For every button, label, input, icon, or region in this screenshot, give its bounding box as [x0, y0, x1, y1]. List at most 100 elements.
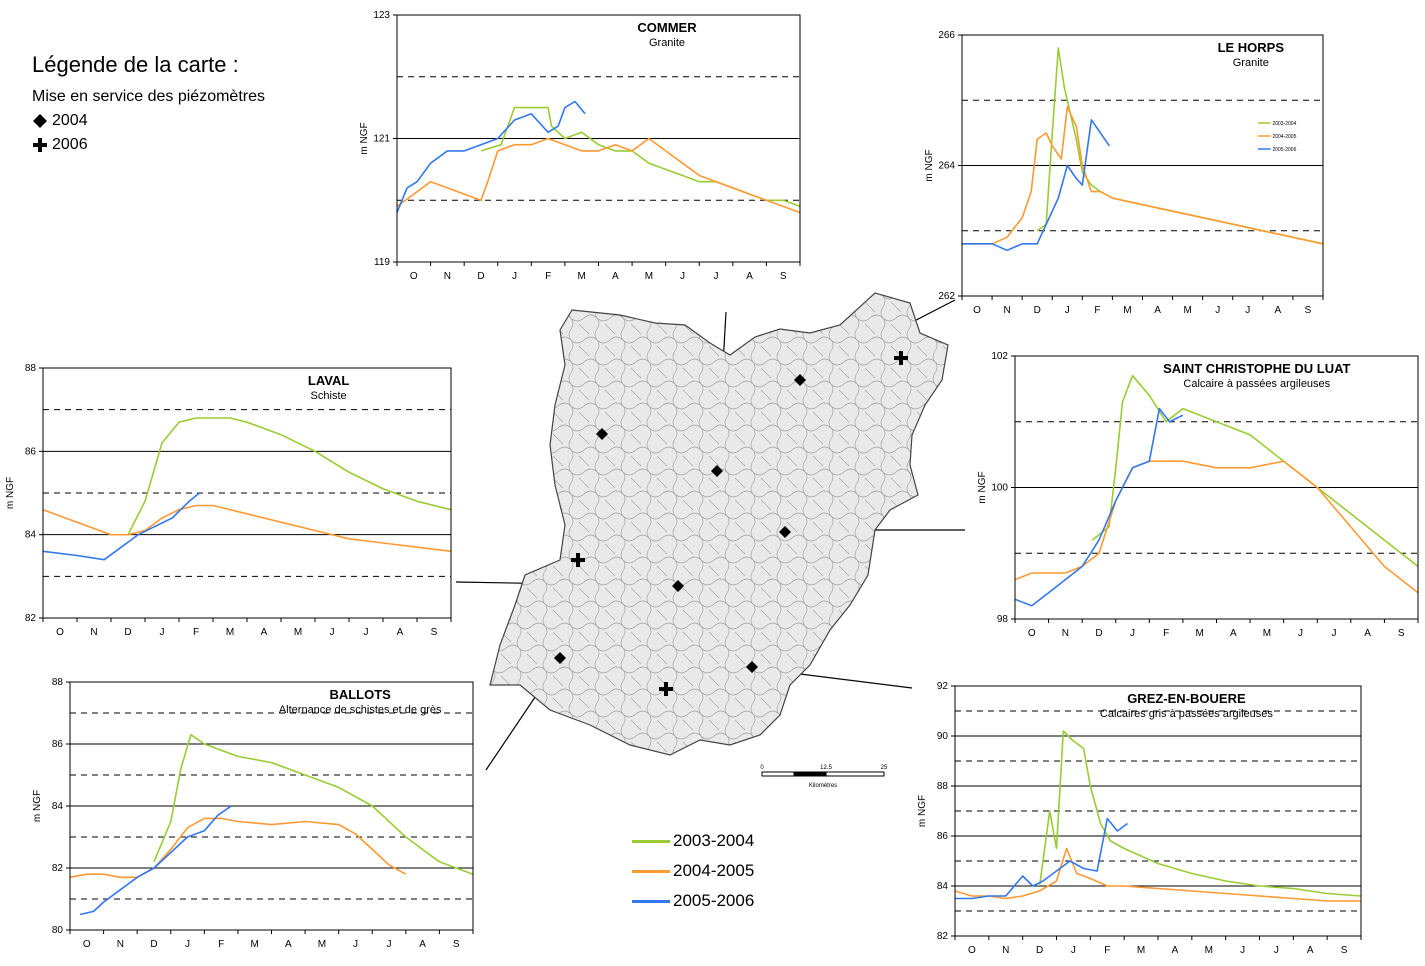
scale-tick-label: 0: [760, 765, 764, 771]
plus-icon: [33, 138, 47, 152]
map-shape: [489, 292, 949, 756]
chart-title: SAINT CHRISTOPHE DU LUAT: [1163, 361, 1350, 376]
legend-item-label: 2004: [52, 112, 88, 129]
x-tick-label: J: [1071, 945, 1076, 956]
x-tick-label: O: [410, 271, 418, 282]
piezometer-markers: [554, 351, 908, 696]
series-swatch: [632, 869, 670, 873]
series-line-0: [1038, 730, 1362, 897]
chart-subtitle: Granite: [1233, 57, 1269, 69]
x-tick-label: A: [1230, 628, 1237, 639]
piezometer-2004-marker: [794, 374, 806, 386]
piezometer-2004-marker: [711, 465, 723, 477]
map: [480, 285, 960, 770]
series-line-2: [1014, 407, 1184, 607]
x-tick-label: J: [1215, 305, 1220, 316]
x-tick-label: M: [1263, 628, 1271, 639]
x-tick-label: J: [1065, 305, 1070, 316]
series-legend-label: 2003-2004: [673, 831, 755, 850]
x-tick-label: A: [419, 939, 426, 950]
x-tick-label: M: [251, 939, 259, 950]
y-tick-label: 82: [25, 613, 37, 624]
diamond-icon: [33, 114, 47, 128]
x-tick-label: S: [1341, 945, 1348, 956]
series-line-2: [42, 492, 200, 561]
y-axis-label: m NGF: [977, 471, 988, 503]
piezometer-2004-marker: [596, 428, 608, 440]
x-tick-label: N: [444, 271, 451, 282]
x-tick-label: A: [1275, 305, 1282, 316]
y-tick-label: 86: [25, 446, 37, 457]
scale-bar: 0 12.5 25 Kilomètres: [758, 760, 888, 799]
x-tick-label: S: [453, 939, 460, 950]
x-tick-label: F: [218, 939, 224, 950]
x-tick-label: S: [780, 271, 787, 282]
x-tick-label: M: [645, 271, 653, 282]
x-tick-label: S: [431, 627, 438, 638]
x-tick-label: A: [612, 271, 619, 282]
y-tick-label: 82: [52, 863, 64, 874]
chart-svg: 98 100 102 O N D J F M A M J J A Sm NGF SAINT CHRISTOPH…: [977, 351, 1419, 639]
x-tick-label: J: [1130, 628, 1135, 639]
series-legend-item: 2005-2006: [632, 886, 754, 916]
x-tick-label: J: [1245, 305, 1250, 316]
x-tick-label: F: [1104, 945, 1110, 956]
piezometer-2004-marker: [746, 661, 758, 673]
chart-subtitle: Schiste: [311, 390, 347, 402]
x-tick-label: A: [746, 271, 753, 282]
x-tick-label: O: [83, 939, 91, 950]
x-tick-label: M: [226, 627, 234, 638]
chart-subtitle: Alternance de schistes et de grès: [279, 704, 442, 716]
y-tick-label: 88: [52, 677, 64, 688]
x-tick-label: M: [294, 627, 302, 638]
legend-item-label: 2006: [52, 136, 88, 153]
x-tick-label: M: [1205, 945, 1213, 956]
piezometer-2006-marker: [894, 351, 908, 365]
y-tick-label: 266: [938, 30, 955, 41]
series-line-1: [1014, 460, 1419, 594]
x-tick-label: J: [714, 271, 719, 282]
legend-item-2004: 2004: [32, 112, 265, 130]
map-legend-title: Légende de la carte :: [32, 52, 239, 77]
series-line-2: [955, 817, 1128, 900]
y-tick-label: 102: [991, 351, 1008, 362]
series-legend-item: 2004-2005: [632, 856, 754, 886]
x-tick-label: F: [1163, 628, 1169, 639]
y-tick-label: 98: [997, 614, 1009, 625]
piezometer-2006-marker: [659, 682, 673, 696]
y-tick-label: 100: [991, 483, 1008, 494]
x-tick-label: J: [364, 627, 369, 638]
y-tick-label: 84: [52, 801, 64, 812]
scale-bar-graphic: 0 12.5 25 Kilomètres: [760, 765, 888, 789]
chart-subtitle: Granite: [649, 37, 685, 49]
y-tick-label: 92: [937, 681, 949, 692]
x-tick-label: D: [477, 271, 484, 282]
x-tick-label: J: [512, 271, 517, 282]
y-tick-label: 86: [52, 739, 64, 750]
chart-subtitle: Calcaire à passées argileuses: [1183, 378, 1330, 390]
x-tick-label: N: [1004, 305, 1011, 316]
y-tick-label: 264: [938, 161, 955, 172]
series-swatch: [632, 899, 670, 903]
series-line-2: [962, 119, 1111, 252]
map-legend: Légende de la carte : Mise en service de…: [32, 52, 265, 160]
series-swatch: [632, 839, 670, 843]
series-line-1: [42, 504, 452, 553]
x-tick-label: A: [397, 627, 404, 638]
chart-title: LE HORPS: [1218, 40, 1285, 55]
chart-subtitle: Calcaires gris à passées argileuses: [1100, 708, 1274, 720]
series-line-0: [480, 106, 801, 208]
chart-title: GREZ-EN-BOUERE: [1127, 691, 1246, 706]
scale-tick-label: 25: [881, 765, 888, 771]
x-tick-label: A: [1364, 628, 1371, 639]
piezometer-2004-marker: [672, 580, 684, 592]
legend-item-2006: 2006: [32, 136, 265, 154]
x-tick-label: N: [117, 939, 124, 950]
x-tick-label: N: [90, 627, 97, 638]
y-tick-label: 84: [937, 881, 949, 892]
y-axis-label: m NGF: [924, 149, 935, 181]
